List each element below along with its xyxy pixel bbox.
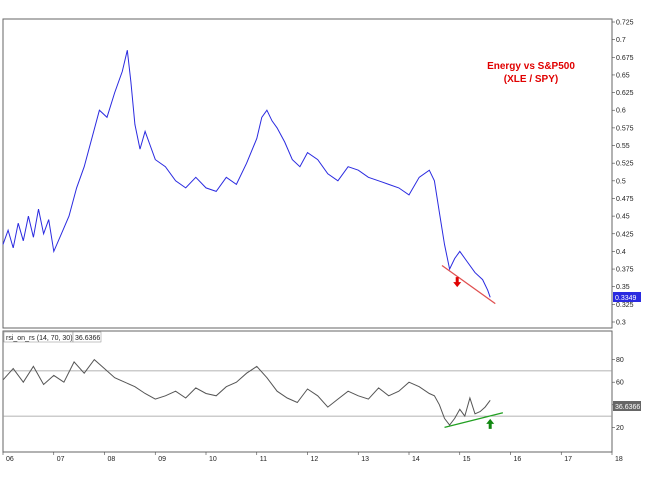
price-panel-frame — [2, 18, 613, 329]
up-arrow-icon — [486, 418, 495, 429]
price-y-tick-label: 0.3 — [616, 320, 626, 327]
price-y-tick-label: 0.325 — [616, 302, 634, 309]
price-last-value: 0.3349 — [615, 295, 637, 302]
rsi-trendline — [444, 412, 504, 429]
rsi-legend-label: rsi_on_rs (14, 70, 30) — [6, 335, 73, 342]
x-tick-label: 17 — [564, 456, 572, 463]
x-tick-label: 08 — [108, 456, 116, 463]
rsi-last-value: 36.6366 — [615, 404, 640, 411]
x-tick-label: 16 — [514, 456, 522, 463]
rsi-arrow-group — [486, 418, 495, 429]
down-arrow-icon — [453, 277, 462, 288]
x-tick-label: 07 — [57, 456, 65, 463]
x-tick-label: 14 — [412, 456, 420, 463]
x-tick-label: 15 — [463, 456, 471, 463]
price-y-tick-label: 0.5 — [616, 178, 626, 185]
price-y-tick-label: 0.35 — [616, 284, 630, 291]
price-y-tick-label: 0.55 — [616, 143, 630, 150]
rsi-y-tick-label: 60 — [616, 380, 624, 387]
price-y-tick-label: 0.425 — [616, 231, 634, 238]
rsi-legend-value: 36.6366 — [75, 335, 100, 342]
price-y-tick-label: 0.6 — [616, 108, 626, 115]
x-axis: 06 07 08 09 10 11 12 13 14 15 16 17 18 — [2, 452, 623, 463]
x-tick-label: 10 — [209, 456, 217, 463]
price-series-line — [2, 50, 491, 298]
price-y-tick-label: 0.575 — [616, 125, 634, 132]
x-tick-label: 06 — [6, 456, 14, 463]
rsi-legend-value-box — [72, 331, 102, 343]
price-y-tick-label: 0.725 — [616, 20, 634, 27]
rsi-reference-lines — [3, 370, 612, 417]
price-y-tick-label: 0.525 — [616, 161, 634, 168]
x-tick-label: 11 — [260, 456, 267, 463]
price-y-tick-label: 0.45 — [616, 214, 630, 221]
rsi-y-tick-label: 20 — [616, 425, 624, 432]
rsi-panel-frame — [2, 330, 613, 453]
rsi-last-value-box — [613, 401, 641, 411]
x-tick-label: 13 — [361, 456, 369, 463]
price-y-tick-label: 0.65 — [616, 72, 630, 79]
price-trendline — [441, 265, 496, 305]
x-tick-label: 18 — [615, 456, 623, 463]
price-y-tick-label: 0.475 — [616, 196, 634, 203]
price-last-value-box — [613, 292, 641, 302]
price-y-tick-label: 0.7 — [616, 37, 626, 44]
rsi-y-tick-label: 80 — [616, 357, 624, 364]
price-y-axis: 0.3 0.325 0.35 0.375 0.4 0.425 0.45 0.475 0.5 0.5… — [612, 20, 634, 327]
chart-subtitle: (XLE / SPY) — [504, 74, 558, 85]
x-tick-label: 12 — [311, 456, 319, 463]
rsi-y-axis: 20406080 — [612, 357, 624, 432]
x-tick-label: 09 — [158, 456, 166, 463]
chart-title: Energy vs S&P500 — [487, 61, 575, 72]
price-arrow-group — [453, 277, 462, 288]
price-trendline-group — [441, 265, 496, 305]
rsi-trendline-group — [444, 412, 504, 429]
price-y-tick-label: 0.625 — [616, 90, 634, 97]
rsi-series-line — [2, 358, 491, 426]
price-y-tick-label: 0.675 — [616, 55, 634, 62]
price-y-tick-label: 0.4 — [616, 249, 626, 256]
price-y-tick-label: 0.375 — [616, 267, 634, 274]
